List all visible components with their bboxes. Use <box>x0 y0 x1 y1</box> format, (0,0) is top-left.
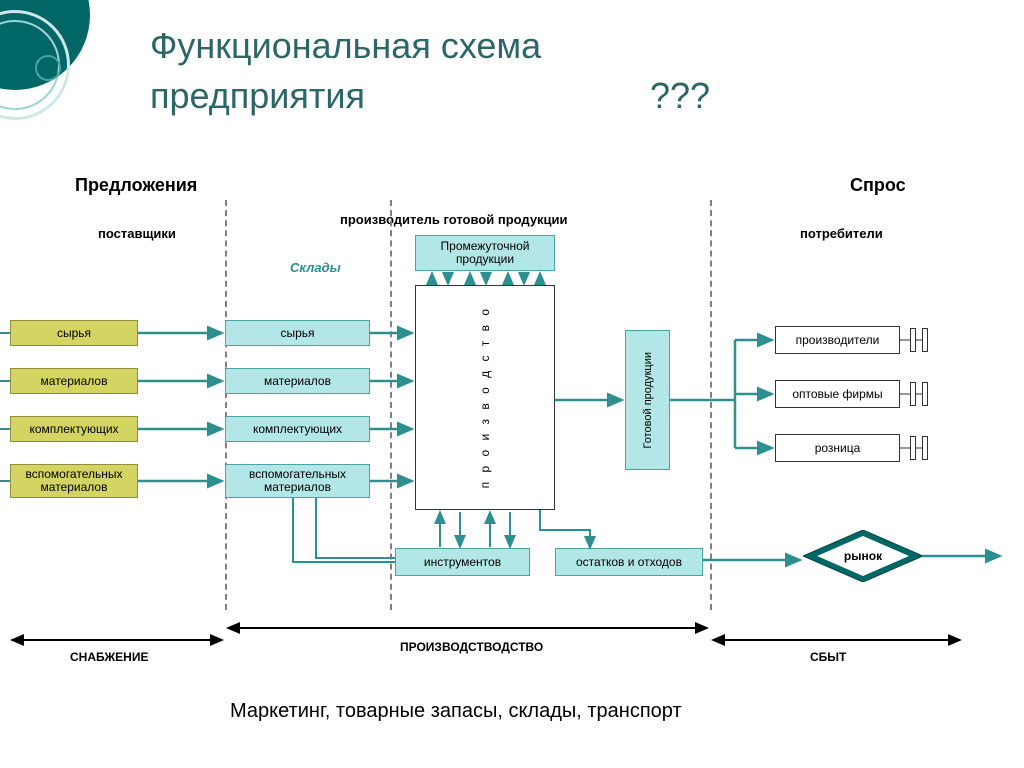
consumer-tail-1a <box>910 382 916 406</box>
label-consumers: потребители <box>800 226 883 241</box>
label-supply: Предложения <box>75 175 205 196</box>
bottom-section-1: ПРОИЗВОДСТВОДСТВО <box>400 640 543 654</box>
consumer-tail-2b <box>922 436 928 460</box>
decor-circle-small <box>35 55 61 81</box>
warehouse-box-1: материалов <box>225 368 370 394</box>
supplier-box-3: вспомогательных материалов <box>10 464 138 498</box>
label-producer-heading: производитель готовой продукции <box>340 212 568 227</box>
warehouse-box-0: сырья <box>225 320 370 346</box>
dashed-divider-1 <box>225 200 227 610</box>
consumer-box-1: оптовые фирмы <box>775 380 900 408</box>
dashed-divider-3 <box>710 200 712 610</box>
consumer-tail-2a <box>910 436 916 460</box>
tools-box: инструментов <box>395 548 530 576</box>
consumer-tail-1b <box>922 382 928 406</box>
bottom-section-2: СБЫТ <box>810 650 846 664</box>
supplier-box-0: сырья <box>10 320 138 346</box>
consumer-tail-0a <box>910 328 916 352</box>
finished-goods-label: Готовой продукции <box>642 352 654 448</box>
consumer-box-2: розница <box>775 434 900 462</box>
page-title-q: ??? <box>650 75 710 117</box>
bottom-section-0: СНАБЖЕНИЕ <box>70 650 148 664</box>
footer-text: Маркетинг, товарные запасы, склады, тран… <box>230 700 682 723</box>
market-diamond: рынок <box>803 530 923 582</box>
label-demand: Спрос <box>850 175 906 196</box>
warehouse-box-3: вспомогательных материалов <box>225 464 370 498</box>
production-label: п р о и з в о д с т в о <box>478 306 492 488</box>
label-suppliers: поставщики <box>98 226 176 241</box>
consumer-box-0: производители <box>775 326 900 354</box>
dashed-divider-2 <box>390 200 392 610</box>
waste-box: остатков и отходов <box>555 548 703 576</box>
label-warehouses: Склады <box>290 260 341 275</box>
warehouse-box-2: комплектующих <box>225 416 370 442</box>
supplier-box-1: материалов <box>10 368 138 394</box>
consumer-tail-0b <box>922 328 928 352</box>
page-title-line1: Функциональная схема <box>150 25 541 67</box>
finished-goods-box: Готовой продукции <box>625 330 670 470</box>
supplier-box-2: комплектующих <box>10 416 138 442</box>
page-title-line2: предприятия <box>150 75 365 117</box>
intermediate-box: Промежуточной продукции <box>415 235 555 271</box>
production-box: п р о и з в о д с т в о <box>415 285 555 510</box>
market-label: рынок <box>844 549 882 563</box>
